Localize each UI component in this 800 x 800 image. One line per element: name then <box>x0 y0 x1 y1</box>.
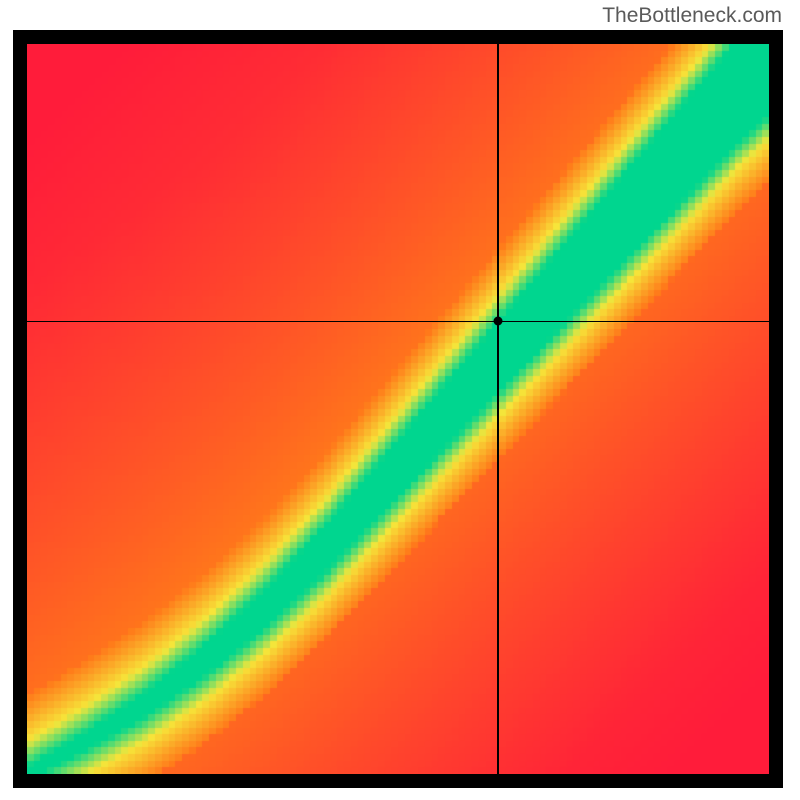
crosshair-marker <box>494 317 503 326</box>
crosshair-horizontal <box>27 321 769 322</box>
watermark-text: TheBottleneck.com <box>602 4 782 28</box>
heatmap-region <box>27 44 769 774</box>
crosshair-vertical <box>497 44 498 774</box>
heatmap-canvas <box>27 44 769 774</box>
chart-container: TheBottleneck.com <box>0 0 800 800</box>
